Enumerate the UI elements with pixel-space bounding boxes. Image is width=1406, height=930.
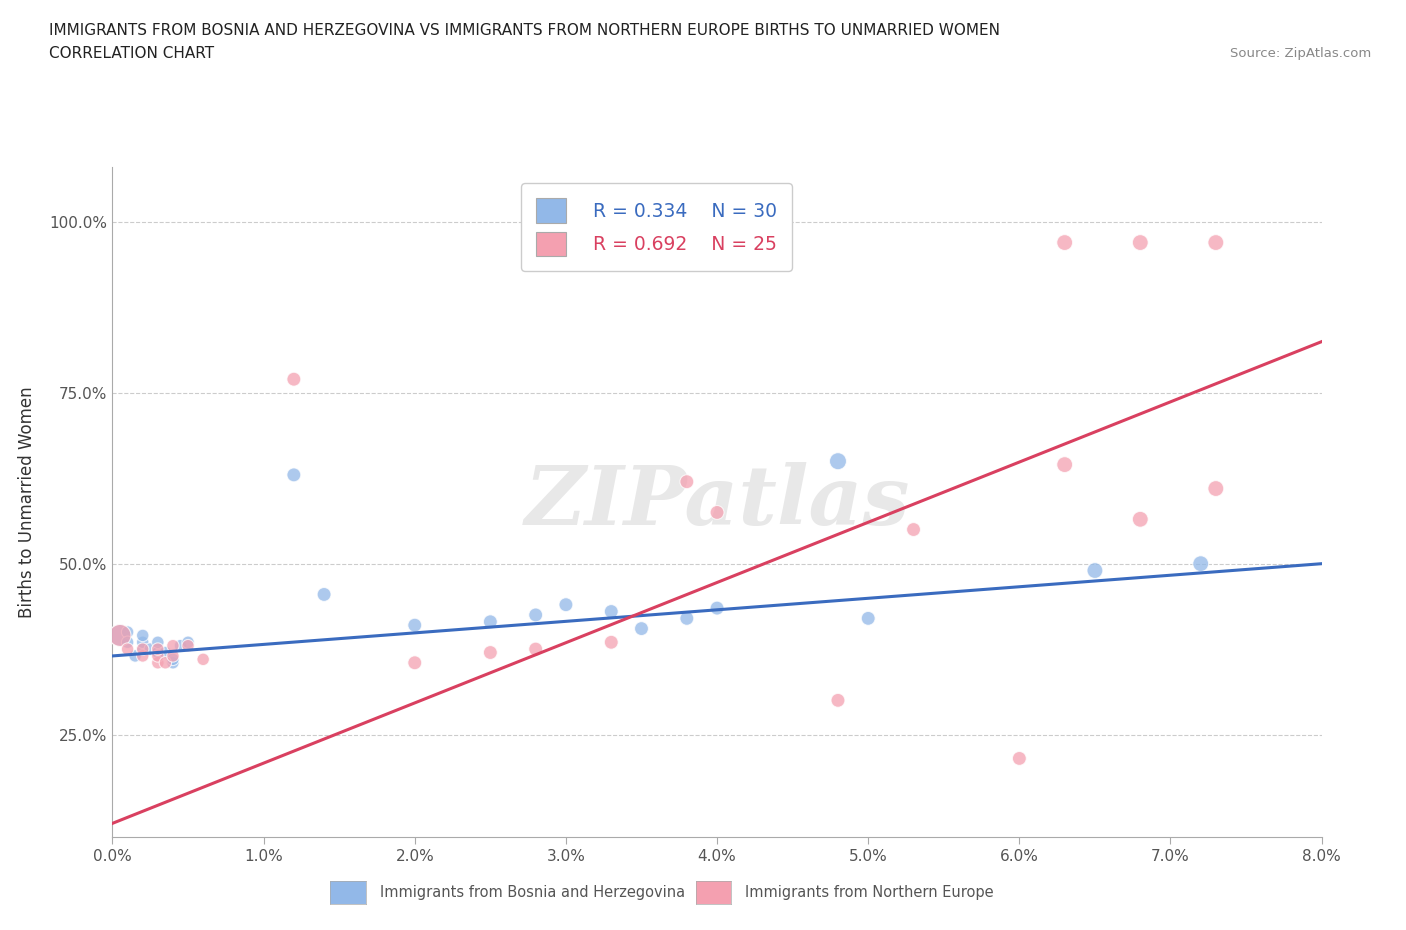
Point [1205,235,1227,250]
Text: IMMIGRANTS FROM BOSNIA AND HERZEGOVINA VS IMMIGRANTS FROM NORTHERN EUROPE BIRTHS: IMMIGRANTS FROM BOSNIA AND HERZEGOVINA V… [49,23,1000,38]
Point [132,648,155,663]
Point [600,635,623,650]
Point [827,693,849,708]
Point [146,656,169,671]
Point [479,645,502,660]
Point [177,638,200,653]
Point [162,648,184,663]
Point [903,522,925,537]
Text: ZIPatlas: ZIPatlas [524,462,910,542]
Point [479,615,502,630]
Point [600,604,623,619]
Point [404,618,426,632]
Point [1053,235,1076,250]
Point [706,505,728,520]
Point [1008,751,1031,766]
Point [108,628,131,643]
Text: Immigrants from Northern Europe: Immigrants from Northern Europe [745,885,994,900]
Point [146,648,169,663]
Point [132,642,155,657]
Point [827,454,849,469]
Y-axis label: Births to Unmarried Women: Births to Unmarried Women [18,386,35,618]
Point [155,645,177,660]
Point [1084,563,1107,578]
Point [162,656,184,671]
Point [155,656,177,671]
Point [146,645,169,660]
Point [283,468,305,483]
Point [312,587,335,602]
Point [1129,512,1152,526]
Point [856,611,880,626]
Point [1189,556,1212,571]
Point [1053,458,1076,472]
Point [191,652,215,667]
Point [1129,235,1152,250]
Point [117,625,139,640]
Point [630,621,652,636]
Point [675,474,697,489]
Point [706,601,728,616]
Point [524,607,547,622]
Point [117,635,139,650]
Point [162,652,184,667]
Legend:   R = 0.334    N = 30,   R = 0.692    N = 25: R = 0.334 N = 30, R = 0.692 N = 25 [522,183,792,271]
Point [675,611,697,626]
Point [117,642,139,657]
Point [162,638,184,653]
Point [283,372,305,387]
Point [1205,481,1227,496]
Point [404,656,426,671]
Point [169,638,191,653]
Text: Source: ZipAtlas.com: Source: ZipAtlas.com [1230,46,1371,60]
Point [139,642,162,657]
Point [132,628,155,643]
Point [146,642,169,657]
Point [524,642,547,657]
Point [146,635,169,650]
Point [132,635,155,650]
Point [146,642,169,657]
Text: Immigrants from Bosnia and Herzegovina: Immigrants from Bosnia and Herzegovina [380,885,685,900]
Point [132,642,155,657]
Point [124,648,146,663]
Point [554,597,576,612]
Point [177,635,200,650]
Text: CORRELATION CHART: CORRELATION CHART [49,46,214,61]
Point [108,628,131,643]
